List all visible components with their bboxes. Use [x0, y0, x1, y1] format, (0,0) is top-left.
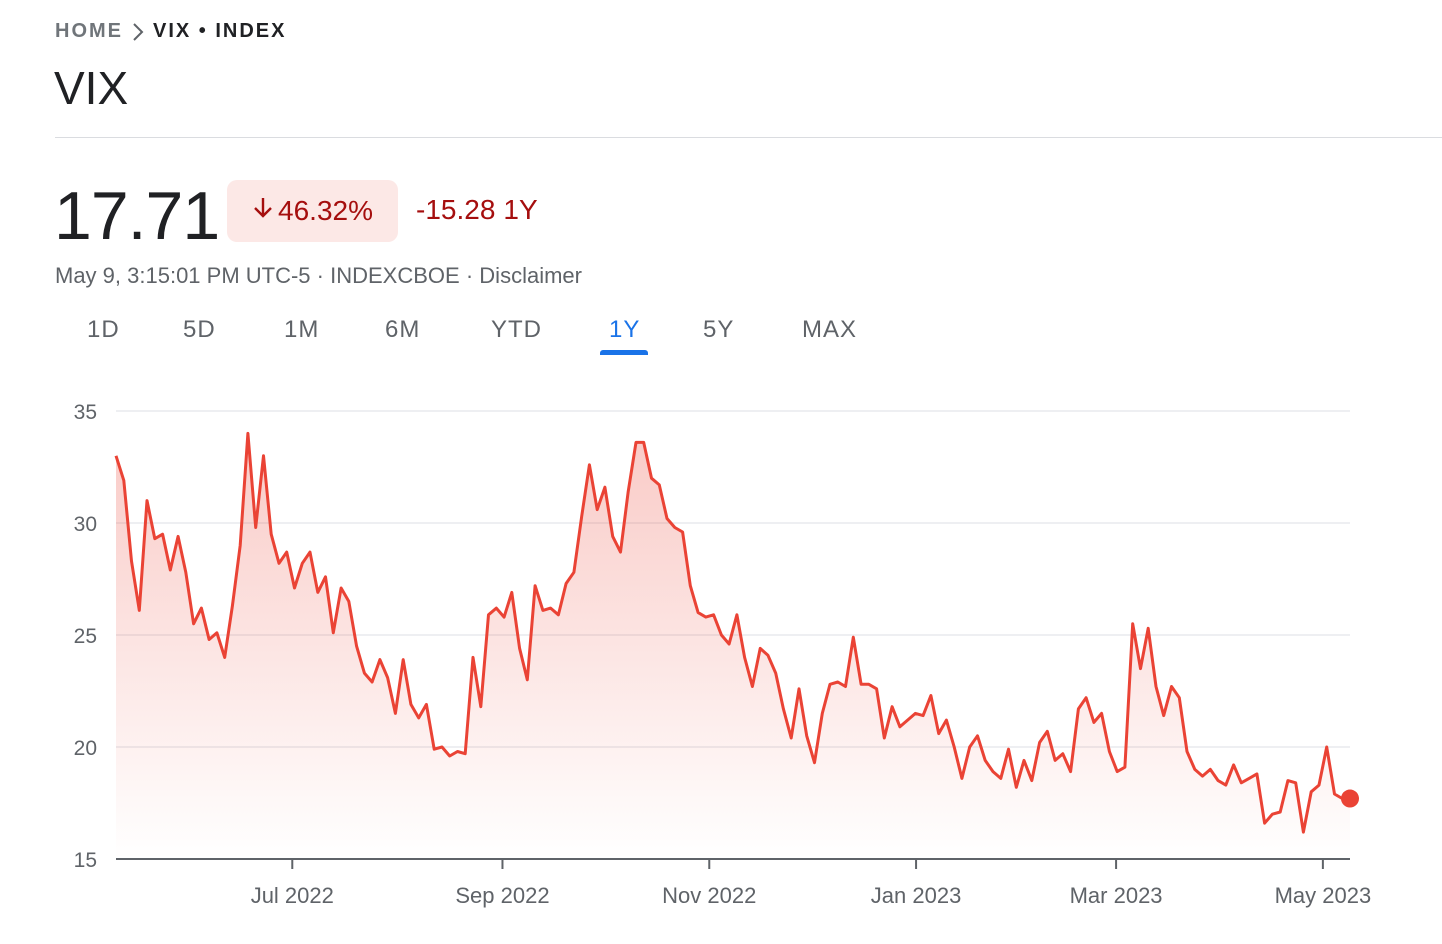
chart-line — [114, 431, 1350, 834]
disclaimer-link[interactable]: Disclaimer — [479, 263, 582, 288]
tab-1m[interactable]: 1M — [284, 316, 320, 343]
tab-1y[interactable]: 1Y — [609, 316, 641, 343]
current-value-dot[interactable] — [1341, 789, 1359, 808]
arrow-down-icon — [252, 195, 274, 227]
price-change: -15.28 1Y — [416, 192, 538, 228]
quote-timestamp: May 9, 3:15:01 PM UTC-5 — [55, 263, 311, 288]
price-change-period: 1Y — [503, 194, 538, 225]
meta-separator: · — [465, 263, 480, 288]
tab-5d[interactable]: 5D — [183, 316, 216, 343]
percent-change-badge: 46.32% — [227, 180, 398, 242]
breadcrumb-home-link[interactable]: HOME — [55, 20, 123, 42]
tab-5y[interactable]: 5Y — [703, 316, 735, 343]
chevron-right-icon — [123, 22, 153, 41]
meta-separator: · — [316, 263, 331, 288]
current-price: 17.71 — [54, 178, 220, 254]
y-tick-label: 15 — [74, 849, 97, 872]
y-tick-label: 25 — [74, 625, 97, 648]
breadcrumb: HOME VIX • INDEX — [55, 20, 286, 43]
y-tick-label: 20 — [74, 737, 97, 760]
x-tick-label: Jul 2022 — [251, 883, 334, 908]
y-tick-label: 30 — [74, 513, 97, 536]
percent-change-value: 46.32% — [278, 195, 373, 226]
quote-exchange: INDEXCBOE — [330, 263, 460, 288]
x-tick-label: Mar 2023 — [1070, 883, 1163, 908]
tab-1d[interactable]: 1D — [87, 316, 120, 343]
active-tab-indicator — [600, 350, 648, 355]
price-change-value: -15.28 — [416, 194, 496, 225]
quote-meta: May 9, 3:15:01 PM UTC-5 · INDEXCBOE · Di… — [55, 262, 582, 290]
chart-area-fill — [116, 433, 1350, 859]
tab-6m[interactable]: 6M — [385, 316, 421, 343]
header-divider — [55, 137, 1442, 138]
x-tick-label: Nov 2022 — [662, 883, 756, 908]
price-chart[interactable]: 15 20 25 30 35 Jul 2022 Sep 2022 Nov 2022 Jan 2… — [0, 380, 1442, 940]
x-tick-label: Jan 2023 — [871, 883, 962, 908]
tab-ytd[interactable]: YTD — [491, 316, 542, 343]
x-tick-label: May 2023 — [1275, 883, 1372, 908]
tab-max[interactable]: MAX — [802, 316, 858, 343]
y-tick-label: 35 — [74, 401, 97, 424]
x-tick-label: Sep 2022 — [455, 883, 549, 908]
page-title: VIX — [54, 62, 129, 114]
breadcrumb-current: VIX • INDEX — [153, 20, 287, 42]
